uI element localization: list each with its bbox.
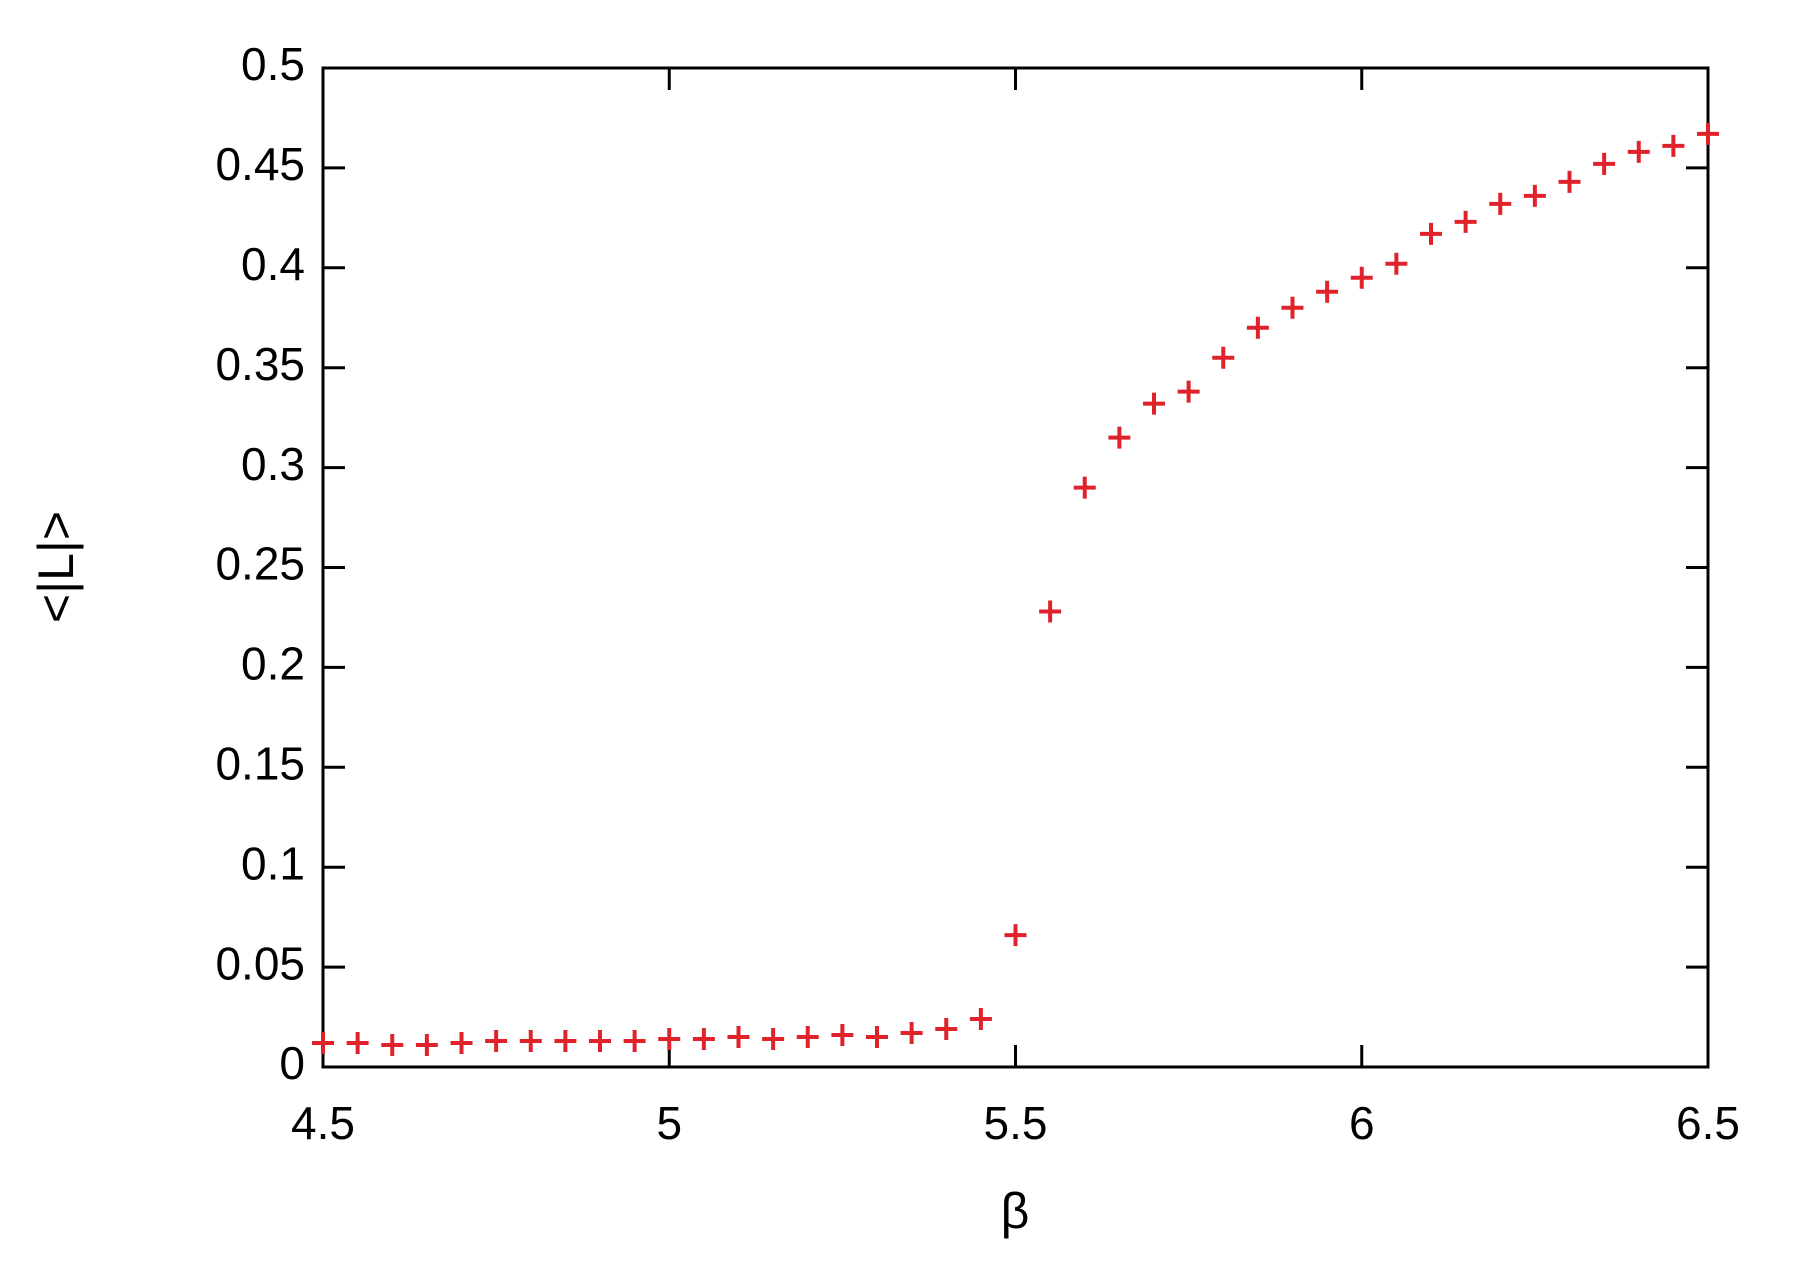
data-point xyxy=(554,1030,577,1053)
data-point xyxy=(450,1032,473,1055)
y-tick-label: 0.45 xyxy=(215,138,305,190)
x-tick-label: 6 xyxy=(1349,1097,1375,1149)
data-point xyxy=(1454,210,1477,233)
data-point xyxy=(1523,184,1546,207)
y-tick-label: 0 xyxy=(279,1037,305,1089)
data-point xyxy=(796,1026,819,1049)
data-point xyxy=(346,1032,369,1055)
x-tick-label: 6.5 xyxy=(1676,1097,1740,1149)
y-tick-label: 0.2 xyxy=(241,638,305,690)
y-tick-label: 0.1 xyxy=(241,837,305,889)
data-point xyxy=(1281,296,1304,319)
data-point xyxy=(1697,122,1719,145)
data-point xyxy=(519,1030,542,1053)
data-point xyxy=(969,1008,992,1031)
data-point xyxy=(762,1028,785,1051)
data-point xyxy=(1246,316,1269,339)
data-point xyxy=(935,1018,958,1041)
data-point xyxy=(1039,600,1062,623)
x-tick-label: 5 xyxy=(656,1097,682,1149)
x-tick-label: 5.5 xyxy=(984,1097,1048,1149)
y-axis-label: <|L|> xyxy=(28,511,84,623)
y-tick-label: 0.3 xyxy=(241,438,305,490)
data-point xyxy=(1489,192,1512,215)
data-point xyxy=(1108,426,1131,449)
data-point xyxy=(415,1034,438,1057)
data-point xyxy=(1558,170,1581,193)
y-tick-label: 0.5 xyxy=(241,38,305,90)
data-point xyxy=(1073,476,1096,499)
plot-frame xyxy=(321,66,1710,1069)
x-tick-label: 4.5 xyxy=(291,1097,355,1149)
data-point xyxy=(1593,152,1616,175)
x-axis-label: β xyxy=(1001,1183,1030,1239)
data-point xyxy=(1385,252,1408,275)
data-point xyxy=(1004,924,1027,947)
data-point xyxy=(381,1034,404,1057)
data-point xyxy=(1420,222,1442,245)
data-point xyxy=(1143,392,1165,415)
y-tick-label: 0.15 xyxy=(215,737,305,789)
data-point xyxy=(485,1030,508,1053)
data-point xyxy=(1212,346,1235,369)
data-point xyxy=(900,1022,923,1045)
data-point xyxy=(589,1030,611,1053)
data-point xyxy=(831,1024,854,1047)
data-point xyxy=(1662,134,1685,157)
data-point xyxy=(623,1030,646,1053)
y-tick-label: 0.35 xyxy=(215,338,305,390)
data-point xyxy=(866,1026,888,1049)
y-tick-label: 0.25 xyxy=(215,538,305,590)
y-tick-label: 0.4 xyxy=(241,238,305,290)
data-point xyxy=(1316,280,1339,303)
data-point xyxy=(1350,266,1373,289)
y-tick-label: 0.05 xyxy=(215,937,305,989)
data-point xyxy=(692,1028,715,1051)
data-point xyxy=(1177,380,1200,403)
data-point xyxy=(658,1028,681,1051)
data-point xyxy=(1627,140,1650,163)
data-point xyxy=(312,1032,334,1055)
data-point xyxy=(727,1026,750,1049)
